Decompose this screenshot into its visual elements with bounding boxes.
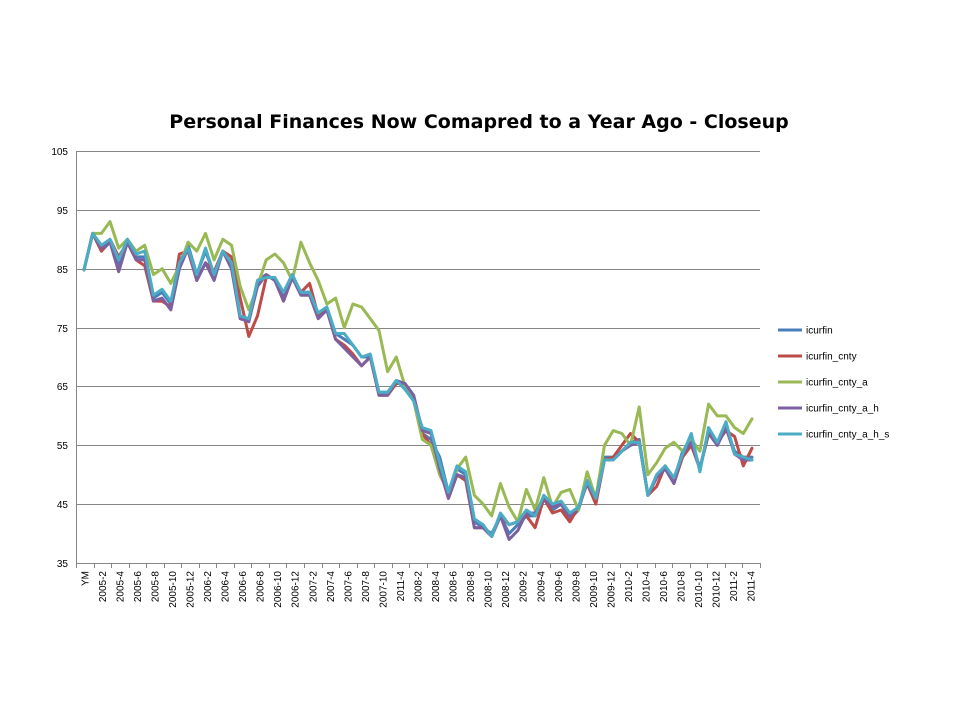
series-line-icurfin-cnty <box>82 231 754 538</box>
series-line-icurfin-cnty-a <box>82 220 754 524</box>
x-tick-label: 2007-8 <box>361 571 372 603</box>
legend-label: icurfin_cnty_a <box>806 378 868 389</box>
y-tick-label: 95 <box>57 206 69 217</box>
x-tick-label: 2006-8 <box>256 571 267 603</box>
x-tick-label: 2009-10 <box>589 571 600 608</box>
x-tick-label: 2008-6 <box>449 571 460 603</box>
x-tick-label: 2010-2 <box>624 571 635 603</box>
x-tick-label: 2005-6 <box>133 571 144 603</box>
x-tick-label: 2010-4 <box>642 571 653 603</box>
legend: icurfin icurfin_cnty icurfin_cnty_aicurfin… <box>778 326 889 441</box>
y-tick-label: 75 <box>57 324 69 335</box>
x-tick-label: 2009-2 <box>519 571 530 603</box>
y-tick-label: 65 <box>57 382 69 393</box>
x-tick-label: 2009-4 <box>536 571 547 603</box>
legend-label: icurfin_cnty_a_h <box>806 404 879 415</box>
x-tick-label: 2006-12 <box>291 571 302 608</box>
x-tick-label: 2006-2 <box>203 571 214 603</box>
series-line-icurfin-cnty-a-h-s <box>82 231 754 538</box>
x-tick-label: 2009-12 <box>606 571 617 608</box>
x-tick-label: YM <box>80 571 91 586</box>
x-tick-label: 2006-10 <box>273 571 284 608</box>
x-tick-label: 2009-8 <box>571 571 582 603</box>
x-tick-label: 2010-8 <box>677 571 688 603</box>
x-tick-label: 2005-4 <box>115 571 126 603</box>
x-tick-label: 2010-12 <box>712 571 723 608</box>
x-tick-label: 2008-12 <box>501 571 512 608</box>
y-tick-label: 85 <box>57 265 69 276</box>
x-tick-label: 2005-10 <box>168 571 179 608</box>
x-tick-label: 2007-6 <box>343 571 354 603</box>
x-tick-label: 2007-4 <box>326 571 337 603</box>
y-tick-label: 35 <box>57 559 69 570</box>
x-tick-label: 2011-2 <box>729 571 740 602</box>
x-tick-label: 2009-6 <box>554 571 565 603</box>
legend-label: icurfin_cnty_a_h_s <box>806 430 889 441</box>
legend-label: icurfin_cnty <box>806 352 857 363</box>
x-axis: YM 2005-2 2005-4 2005-6 2005-8 2005-10 2005-12… <box>76 563 761 608</box>
x-tick-label: 2008-4 <box>431 571 442 603</box>
x-tick-label: 2010-10 <box>694 571 705 608</box>
x-tick-label: 2010-6 <box>659 571 670 603</box>
x-tick-label: 2006-6 <box>238 571 249 603</box>
x-tick-label: 2011-4 <box>747 571 758 602</box>
x-tick-label: 2007-2 <box>308 571 319 603</box>
y-tick-label: 55 <box>57 441 69 452</box>
x-tick-label: 2005-12 <box>186 571 197 608</box>
x-tick-label: 2007-10 <box>378 571 389 608</box>
gridlines <box>76 151 760 564</box>
y-axis: 35 45 55 65 75 85 95 105 <box>51 147 77 570</box>
y-tick-label: 105 <box>51 147 68 158</box>
x-tick-label: 2008-2 <box>414 571 425 603</box>
x-tick-label: 2006-4 <box>221 571 232 603</box>
y-tick-label: 45 <box>57 500 69 511</box>
legend-label: icurfin <box>806 326 833 337</box>
x-tick-label: 2005-8 <box>150 571 161 603</box>
x-tick-label: 2011-4 <box>396 571 407 602</box>
x-tick-label: 2008-10 <box>484 571 495 608</box>
chart-title: Personal Finances Now Comapred to a Year… <box>169 111 788 133</box>
x-tick-label: 2008-8 <box>466 571 477 603</box>
series-lines <box>82 220 754 541</box>
x-tick-label: 2005-2 <box>98 571 109 603</box>
